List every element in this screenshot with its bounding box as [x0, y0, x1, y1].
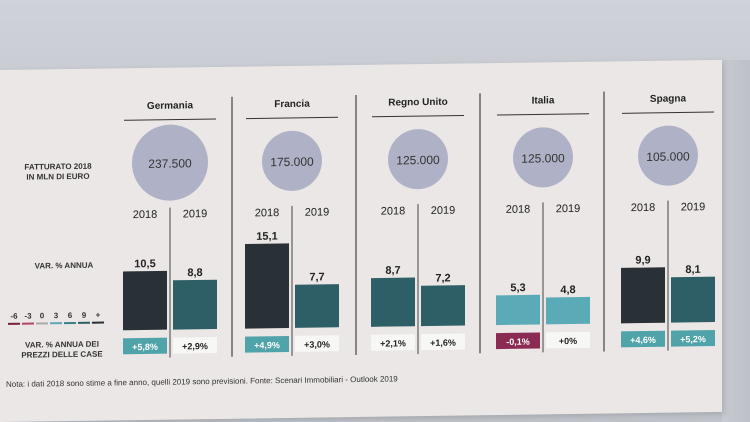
country-underline [622, 111, 714, 114]
price-change-badge [245, 335, 289, 353]
price-change-badge [123, 337, 167, 355]
legend-tick-label: 0 [40, 311, 45, 320]
legend-tick-label: -6 [10, 312, 18, 321]
price-change-value: +2,1% [380, 338, 406, 348]
bar [496, 294, 540, 326]
country-label: Regno Unito [388, 97, 447, 109]
revenue-circle [638, 125, 698, 186]
price-change-value: +1,6% [430, 338, 456, 348]
bar [621, 267, 665, 324]
bar [245, 243, 289, 329]
revenue-row-label: FATTURATO 2018 [24, 162, 92, 172]
year-label: 2019 [431, 205, 455, 217]
legend-swatch [22, 322, 34, 325]
revenue-circle [262, 130, 322, 191]
bar-value-label: 4,8 [560, 284, 575, 296]
footnote: Nota: i dati 2018 sono stime a fine anno… [6, 374, 398, 388]
price-change-value: +2,9% [182, 341, 208, 351]
price-change-row-label: PREZZI DELLE CASE [21, 350, 103, 360]
price-change-row-label: VAR. % ANNUA DEI [25, 340, 99, 350]
price-change-badge [295, 335, 339, 352]
legend-tick-label: 6 [68, 311, 73, 320]
country-underline [246, 116, 338, 120]
revenue-circle [513, 127, 573, 188]
bar [371, 277, 415, 327]
price-change-value: +3,0% [304, 339, 330, 349]
legend-swatch [36, 322, 48, 325]
legend-tick-label: + [96, 311, 101, 320]
bar-value-label: 8,1 [685, 264, 700, 276]
price-change-badge [496, 332, 540, 350]
bar-value-label: 15,1 [256, 231, 277, 243]
country-label: Spagna [650, 93, 687, 105]
background-edge [722, 60, 750, 422]
year-label: 2019 [681, 201, 705, 213]
revenue-row-label: IN MLN DI EURO [26, 172, 89, 182]
bar [295, 284, 339, 328]
country-underline [372, 115, 464, 118]
price-change-value: -0,1% [506, 337, 530, 347]
revenue-circle [132, 124, 208, 201]
price-change-value: +5,2% [680, 334, 706, 344]
legend-tick-label: 3 [54, 311, 59, 320]
revenue-value: 125.000 [521, 151, 565, 166]
price-change-value: +5,8% [132, 342, 158, 352]
country-underline [124, 118, 216, 121]
year-label: 2019 [183, 208, 207, 220]
price-change-badge [671, 330, 715, 347]
bar-value-label: 8,7 [385, 265, 400, 277]
bar [173, 279, 217, 330]
year-label: 2018 [381, 205, 405, 217]
legend-swatch [8, 322, 20, 325]
legend-swatch [64, 321, 76, 325]
bar [421, 285, 465, 327]
revenue-value: 105.000 [646, 149, 690, 164]
bar [546, 296, 590, 325]
revenue-circle [388, 129, 448, 190]
price-change-badge [621, 330, 665, 348]
price-change-badge [371, 334, 415, 351]
legend-swatch [50, 322, 62, 325]
bar-value-label: 8,8 [187, 267, 202, 279]
country-underline [497, 113, 589, 116]
year-label: 2018 [631, 202, 655, 214]
price-change-badge [421, 333, 465, 351]
bar [123, 270, 167, 331]
legend-tick-label: -3 [24, 312, 32, 321]
price-change-badge [546, 331, 590, 349]
bar-value-label: 10,5 [134, 258, 155, 270]
country-label: Francia [274, 99, 310, 111]
legend-tick-label: 9 [82, 311, 87, 320]
revenue-value: 125.000 [396, 153, 440, 168]
legend-swatch [92, 321, 104, 324]
year-label: 2019 [305, 206, 329, 218]
bar-chart: Germania 237.500 2018 2019 10,5 +5,8% 8,8 +2,9%… [6, 91, 715, 389]
year-label: 2018 [133, 209, 157, 221]
price-change-badge [173, 336, 217, 354]
year-label: 2018 [255, 207, 279, 219]
bar-value-label: 7,2 [435, 272, 450, 284]
price-change-value: +4,6% [630, 335, 656, 345]
price-change-value: +4,9% [254, 340, 280, 350]
year-label: 2018 [506, 204, 530, 216]
bar-value-label: 9,9 [635, 254, 650, 266]
price-change-value: +0% [559, 336, 577, 346]
bar-value-label: 7,7 [309, 271, 324, 283]
annual-change-row-label: VAR. % ANNUA [35, 261, 94, 271]
infographic-board: Germania 237.500 2018 2019 10,5 +5,8% 8,8 +2,9%… [0, 59, 722, 422]
bar-value-label: 5,3 [510, 282, 525, 294]
country-label: Italia [532, 95, 555, 106]
revenue-value: 175.000 [270, 155, 314, 170]
year-label: 2019 [556, 203, 580, 215]
country-label: Germania [147, 100, 194, 112]
revenue-value: 237.500 [148, 156, 192, 171]
legend-swatch [78, 321, 90, 324]
bar [671, 276, 715, 323]
